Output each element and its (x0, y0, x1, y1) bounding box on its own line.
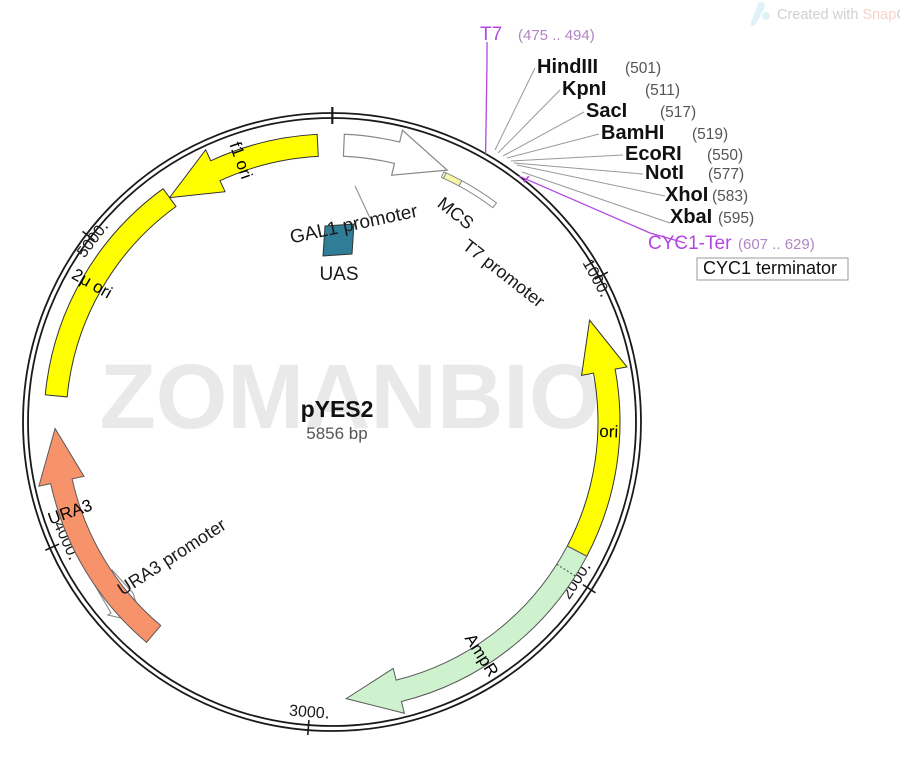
svg-text:T7: T7 (480, 24, 502, 45)
svg-text:CYC1-Ter: CYC1-Ter (648, 233, 732, 254)
svg-text:pYES2: pYES2 (301, 396, 374, 422)
svg-text:(475 .. 494): (475 .. 494) (518, 27, 595, 44)
svg-text:GAL1 promoter: GAL1 promoter (288, 201, 420, 249)
svg-text:1000․: 1000․ (579, 256, 613, 300)
svg-text:ori: ori (599, 422, 619, 442)
svg-text:URA3 promoter: URA3 promoter (114, 515, 230, 600)
svg-text:(517): (517) (660, 104, 696, 121)
svg-text:HindIII: HindIII (537, 56, 598, 78)
svg-text:SacI: SacI (586, 100, 627, 122)
svg-text:UAS: UAS (319, 264, 358, 285)
svg-text:XbaI: XbaI (670, 206, 712, 228)
svg-text:KpnI: KpnI (562, 78, 606, 100)
svg-text:(519): (519) (692, 126, 728, 143)
svg-text:NotI: NotI (645, 162, 684, 184)
svg-text:(550): (550) (707, 147, 743, 164)
svg-text:(577): (577) (708, 166, 744, 183)
svg-text:3000․: 3000․ (288, 703, 330, 723)
svg-text:(501): (501) (625, 60, 661, 77)
svg-text:(583): (583) (712, 188, 748, 205)
svg-text:(511): (511) (645, 82, 680, 99)
svg-text:BamHI: BamHI (601, 122, 664, 144)
svg-text:CYC1 terminator: CYC1 terminator (703, 258, 837, 278)
svg-text:XhoI: XhoI (665, 184, 708, 206)
svg-text:(607 .. 629): (607 .. 629) (738, 236, 815, 253)
svg-text:MCS: MCS (434, 193, 478, 233)
svg-text:(595): (595) (718, 210, 754, 227)
svg-text:5856 bp: 5856 bp (306, 424, 367, 443)
svg-text:T7 promoter: T7 promoter (459, 235, 549, 311)
svg-text:Created with SnapGene®: Created with SnapGene® (777, 6, 900, 23)
